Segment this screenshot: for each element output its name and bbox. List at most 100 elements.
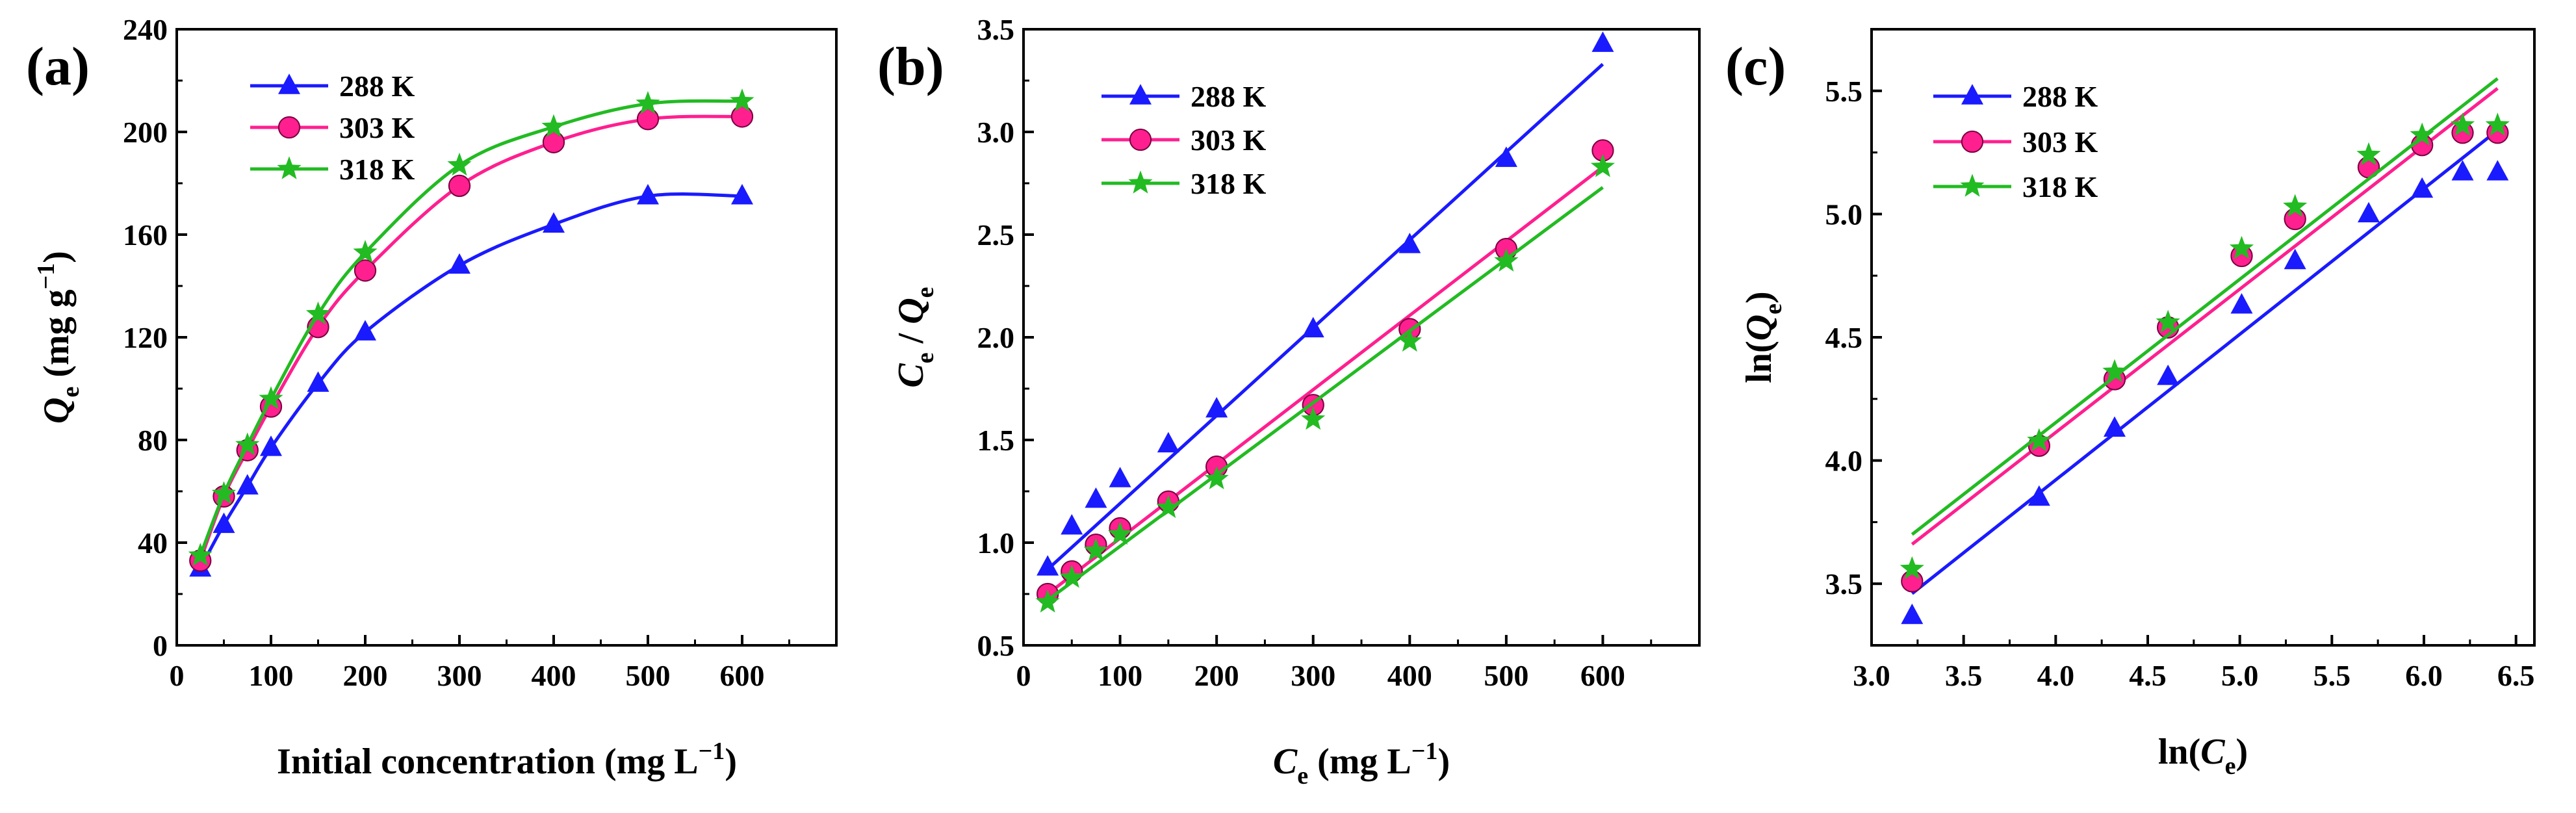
y-tick-label: 40 — [138, 526, 168, 560]
panel-c-legend-item-303: 303 K — [1933, 125, 2098, 159]
data-point — [1108, 521, 1133, 545]
legend-marker-shape — [277, 116, 301, 139]
data-point — [1085, 487, 1107, 508]
panel-c-xlabel: ln(Ce) — [2158, 732, 2248, 780]
data-point — [637, 184, 659, 205]
data-point — [2230, 293, 2253, 314]
panel-b-legend: 288 K 303 K 318 K — [1101, 80, 1267, 200]
data-point — [636, 91, 660, 114]
data-point — [1083, 538, 1108, 561]
data-point — [2102, 359, 2127, 382]
panel-c-legend: 288 K 303 K 318 K — [1933, 80, 2098, 203]
fit-line — [1911, 87, 2499, 546]
legend-label: 318 K — [339, 153, 415, 186]
x-tick-label: 400 — [1387, 659, 1432, 692]
data-point — [353, 240, 378, 263]
panel-a-legend: 288 K 303 K 318 K — [250, 70, 415, 186]
y-tick-label: 5.0 — [1825, 198, 1863, 231]
legend-label: 288 K — [339, 70, 415, 103]
series-288k — [1901, 129, 2509, 625]
legend-marker-triangle — [1129, 84, 1152, 105]
data-point — [1204, 466, 1229, 489]
x-tick-label: 300 — [1291, 659, 1335, 692]
data-point — [2229, 235, 2254, 259]
data-point — [213, 512, 235, 534]
panel-b-legend-item-288: 288 K — [1101, 80, 1267, 113]
panel-c-legend-item-288: 288 K — [1933, 80, 2098, 113]
data-point — [1398, 233, 1421, 253]
panel-b-legend-item-318: 318 K — [1101, 167, 1267, 200]
panel-b-plot: 0 100 200 300 400 500 600 0.5 1.0 1.5 2.0 2.5 3.0 3.5 — [977, 13, 1653, 692]
y-tick-label: 0 — [153, 629, 168, 662]
legend-marker-star — [277, 156, 302, 179]
data-point — [1037, 555, 1059, 576]
data-point — [1901, 603, 1924, 625]
data-point — [354, 320, 376, 341]
data-point — [2485, 112, 2510, 136]
series-318k — [1900, 77, 2510, 580]
data-point — [1109, 467, 1131, 487]
data-point — [2027, 428, 2052, 452]
panel-b-ylabel: Ce / Qe — [891, 287, 939, 387]
y-tick-label: 2.0 — [977, 321, 1015, 354]
legend-label: 303 K — [2022, 125, 2098, 159]
x-tick-label: 100 — [249, 659, 294, 692]
legend-label: 318 K — [1191, 167, 1267, 200]
y-tick-label: 2.5 — [977, 218, 1015, 252]
legend-label: 288 K — [2022, 80, 2098, 113]
fit-line — [1046, 186, 1604, 602]
data-point — [1061, 514, 1083, 535]
data-point — [1302, 316, 1324, 338]
legend-marker-triangle — [1961, 84, 1983, 105]
panel-c-frame — [1870, 28, 2536, 647]
data-point — [307, 371, 329, 392]
data-point — [1301, 406, 1326, 430]
data-point — [731, 184, 753, 205]
data-point — [211, 481, 237, 504]
data-point — [2157, 364, 2180, 385]
data-point — [1900, 556, 1924, 580]
legend-label: 303 K — [1191, 123, 1267, 157]
fit-line — [1911, 77, 2499, 536]
legend-marker-star — [1128, 170, 1153, 194]
data-point — [260, 435, 282, 456]
series-288k — [189, 184, 753, 577]
panel-a-frame — [175, 28, 838, 647]
data-point — [2283, 194, 2308, 217]
panel-a-legend-item-318: 318 K — [250, 153, 415, 186]
series-288k — [1037, 31, 1614, 576]
legend-marker-shape — [1128, 170, 1153, 194]
fit-line — [1046, 62, 1604, 571]
y-tick-label: 4.0 — [1825, 445, 1863, 478]
fit-line — [1046, 165, 1604, 595]
x-tick-label: 200 — [1194, 659, 1239, 692]
x-tick-label: 5.5 — [2313, 659, 2351, 692]
panel-a-legend-item-288: 288 K — [250, 70, 415, 103]
data-point — [1397, 328, 1422, 352]
legend-marker-circle — [1129, 128, 1152, 151]
y-tick-label: 240 — [123, 13, 168, 46]
panel-c-label: (c) — [1725, 36, 1786, 97]
x-tick-label: 500 — [626, 659, 671, 692]
data-point — [354, 259, 377, 282]
panel-b-xlabel: Ce (mg L−1) — [1273, 738, 1450, 790]
data-point — [1157, 432, 1179, 453]
data-point — [1205, 396, 1228, 418]
data-point — [636, 108, 660, 131]
data-point — [2284, 248, 2306, 270]
x-tick-label: 0 — [1016, 659, 1031, 692]
y-tick-label: 1.0 — [977, 526, 1015, 560]
data-point — [447, 152, 472, 176]
data-point — [541, 114, 566, 137]
data-point — [2104, 416, 2126, 437]
data-point — [1495, 146, 1517, 167]
data-point — [2486, 160, 2509, 181]
legend-marker-shape — [1129, 128, 1152, 151]
data-point — [1035, 589, 1060, 613]
series-318k — [1035, 154, 1615, 613]
data-point — [2410, 122, 2434, 146]
data-point — [259, 386, 283, 409]
legend-marker-circle — [277, 116, 301, 139]
panel-b-frame — [1022, 28, 1701, 647]
